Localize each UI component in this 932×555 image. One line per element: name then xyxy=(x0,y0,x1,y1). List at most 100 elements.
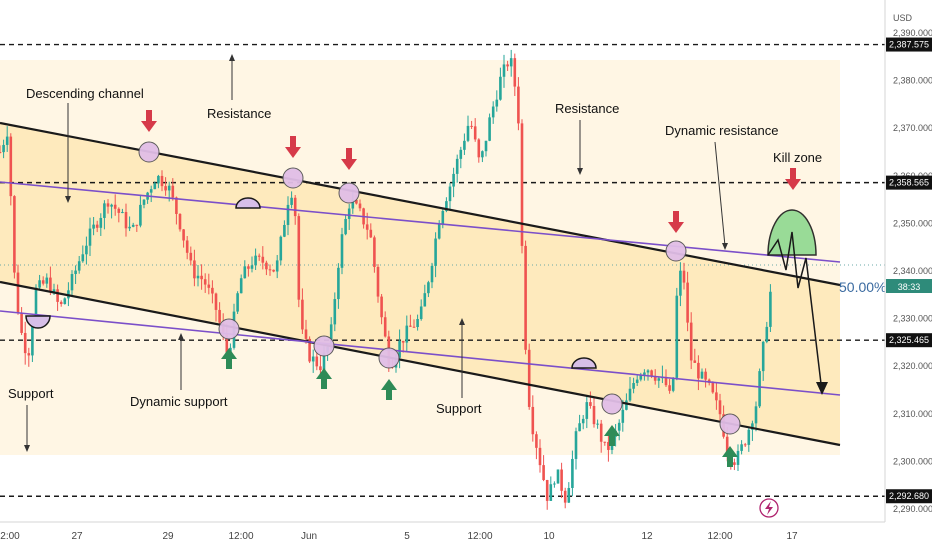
countdown-tag-group: 38:33 xyxy=(886,279,932,293)
candle-body xyxy=(632,383,635,389)
time-tick-label: 2:00 xyxy=(0,531,20,542)
candle-body xyxy=(650,370,653,377)
price-tick-label: 2,300.000 xyxy=(893,456,932,466)
candle-body xyxy=(603,441,607,443)
time-tick-label: Jun xyxy=(301,531,317,542)
up-arrow-icon xyxy=(221,348,237,359)
projection-path xyxy=(767,231,823,393)
candle-body xyxy=(747,429,751,445)
candle-body xyxy=(725,436,729,454)
down-arrow-icon xyxy=(285,147,301,158)
candle-body xyxy=(113,204,117,209)
candle-body xyxy=(592,405,596,425)
down-arrow-shaft xyxy=(790,168,796,180)
time-tick-label: 17 xyxy=(786,531,798,542)
touch-marker[interactable] xyxy=(282,167,304,189)
candle-body xyxy=(347,208,351,219)
candle-body xyxy=(401,340,405,343)
touch-marker[interactable] xyxy=(665,240,687,262)
label-resistance-left: Resistance xyxy=(207,106,271,121)
candle-body xyxy=(103,203,106,218)
candle-body xyxy=(589,402,592,406)
label-descending-channel: Descending channel xyxy=(26,86,144,101)
candle-body xyxy=(639,374,643,380)
up-arrow-icon xyxy=(604,425,620,436)
channel-lower-line[interactable] xyxy=(0,280,841,447)
candle-body xyxy=(268,269,272,271)
candle-body xyxy=(304,329,308,339)
candle-body xyxy=(751,423,754,430)
candle-body xyxy=(445,201,448,211)
candle-body xyxy=(689,322,693,361)
candle-body xyxy=(596,423,599,425)
candle-body xyxy=(607,442,610,450)
time-tick-label: 12:00 xyxy=(707,531,732,542)
pointer-head xyxy=(722,243,728,250)
candle-body xyxy=(373,237,376,267)
candle-body xyxy=(121,212,124,214)
price-tag-label: 2,292.680 xyxy=(889,491,929,501)
lightning-icon xyxy=(765,501,773,515)
candle-body xyxy=(193,260,196,279)
candle-body xyxy=(139,204,142,226)
price-axis[interactable] xyxy=(885,0,932,522)
dynamic-support-line[interactable] xyxy=(0,310,841,396)
candle-body xyxy=(178,213,182,230)
candle-body xyxy=(9,136,13,197)
candle-body xyxy=(693,360,697,363)
candle-body xyxy=(272,269,275,272)
candle-body xyxy=(430,265,434,283)
candle-body xyxy=(502,64,506,77)
candle-body xyxy=(711,382,715,393)
candle-body xyxy=(308,338,311,362)
candle-body xyxy=(545,480,549,501)
candle-body xyxy=(574,431,578,459)
touch-marker[interactable] xyxy=(378,347,400,369)
candle-body xyxy=(412,326,416,328)
touch-marker[interactable] xyxy=(313,335,335,357)
touch-marker[interactable] xyxy=(601,393,623,415)
touch-marker[interactable] xyxy=(218,318,240,340)
time-tick-label: 27 xyxy=(71,531,83,542)
bump-marker xyxy=(235,197,261,209)
candle-body xyxy=(740,444,743,451)
candle-body xyxy=(643,372,646,375)
label-dynamic-support: Dynamic support xyxy=(130,394,228,409)
pointer-head xyxy=(65,196,71,203)
label-resistance-right: Resistance xyxy=(555,101,619,116)
candle-body xyxy=(59,301,63,305)
candle-body xyxy=(419,306,423,320)
price-tick-label: 2,350.000 xyxy=(893,218,932,228)
channel-fill xyxy=(0,123,840,445)
candle-body xyxy=(160,175,164,187)
touch-marker[interactable] xyxy=(719,413,741,435)
candle-body xyxy=(625,400,628,410)
candle-body xyxy=(621,409,625,423)
candle-body xyxy=(542,465,545,481)
candle-body xyxy=(351,199,355,209)
up-arrow-shaft xyxy=(386,389,392,400)
candle-body xyxy=(88,228,92,246)
dynamic-resistance-line[interactable] xyxy=(0,181,841,263)
candle-body xyxy=(517,86,520,124)
candle-body xyxy=(491,106,495,118)
candle-body xyxy=(207,284,211,288)
candle-body xyxy=(499,76,502,100)
touch-marker[interactable] xyxy=(138,141,160,163)
candle-body xyxy=(189,252,193,261)
candle-body xyxy=(254,255,257,266)
candle-body xyxy=(628,388,632,401)
candle-body xyxy=(765,326,769,342)
candle-body xyxy=(556,469,560,484)
label-kill-zone: Kill zone xyxy=(773,150,822,165)
pointer-line xyxy=(714,141,726,247)
candle-body xyxy=(211,287,214,294)
time-axis-ticks: 2:00 27 29 12:00 Jun 5 12:00 10 12 12:00 17 xyxy=(0,531,798,542)
time-axis[interactable] xyxy=(0,522,932,550)
time-tick-label: 12 xyxy=(641,531,653,542)
candle-body xyxy=(333,299,337,325)
countdown-text: 38:33 xyxy=(898,282,921,292)
touch-marker[interactable] xyxy=(338,182,360,204)
